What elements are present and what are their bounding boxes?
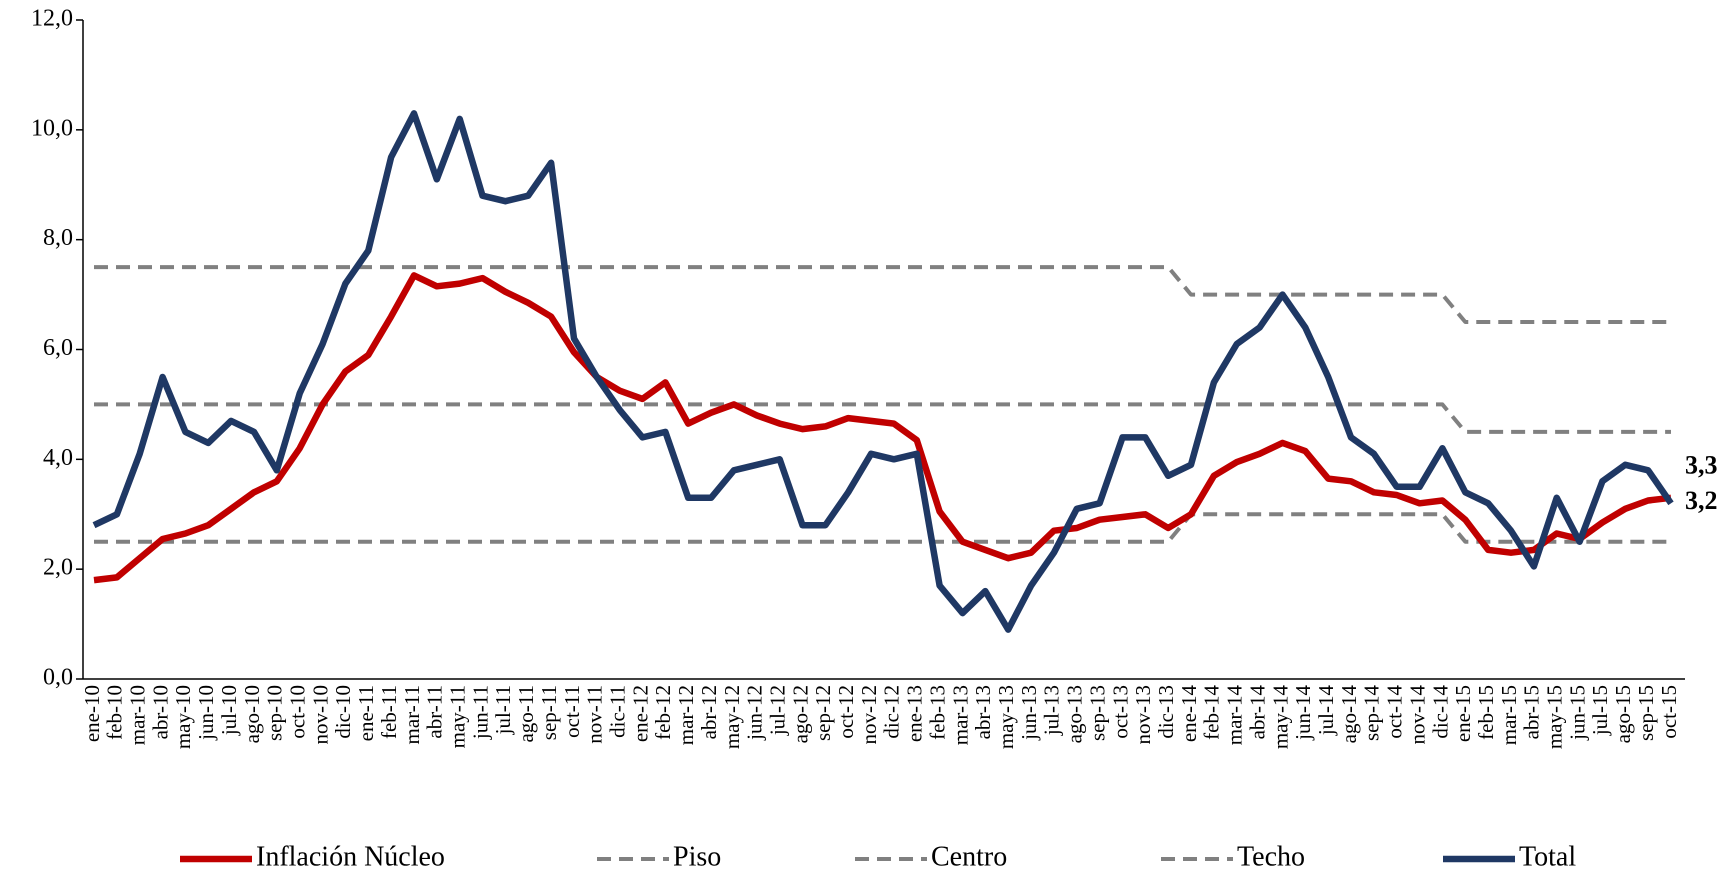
x-tick-label: feb-13: [925, 685, 949, 740]
x-tick-label: ene-10: [80, 685, 104, 742]
x-tick-label: dic-12: [880, 685, 904, 739]
x-tick-label: abr-11: [423, 685, 447, 739]
x-tick-label: nov-11: [583, 685, 607, 744]
x-tick-label: abr-10: [148, 685, 172, 739]
data-label: 3,3: [1685, 451, 1718, 480]
x-tick-label: abr-12: [697, 685, 721, 739]
x-tick-label: may-12: [720, 685, 744, 749]
dashed-line: [94, 512, 1671, 544]
x-tick-label: nov-13: [1131, 685, 1155, 745]
x-tick-label: feb-15: [1474, 685, 1498, 740]
x-tick-label: may-10: [171, 685, 195, 749]
legend-label: Piso: [673, 841, 721, 872]
x-tick-label: feb-14: [1200, 685, 1224, 740]
dashed-line: [94, 265, 1671, 324]
x-tick-label: mar-11: [400, 685, 424, 744]
x-tick-label: ago-15: [1611, 685, 1635, 743]
x-tick-label: jun-13: [1017, 685, 1041, 741]
series-line: [92, 110, 1674, 633]
x-tick-label: jun-14: [1291, 685, 1315, 741]
x-tick-label: jun-12: [743, 685, 767, 741]
x-tick-label: jul-14: [1314, 685, 1338, 737]
x-tick-label: abr-15: [1520, 685, 1544, 739]
x-tick-label: oct-14: [1383, 685, 1407, 739]
y-tick-label: 12,0: [31, 6, 73, 32]
x-tick-label: oct-10: [286, 685, 310, 739]
x-tick-label: may-11: [445, 685, 469, 748]
legend-label: Techo: [1237, 841, 1305, 872]
x-tick-label: ene-13: [903, 685, 927, 742]
x-tick-label: feb-10: [103, 685, 127, 740]
legend-label: Inflación Núcleo: [256, 841, 445, 872]
x-tick-label: mar-10: [126, 685, 150, 745]
x-tick-label: nov-12: [857, 685, 881, 745]
x-tick-label: oct-12: [834, 685, 858, 739]
x-tick-label: ago-10: [240, 685, 264, 743]
x-tick-label: sep-10: [263, 685, 287, 741]
x-tick-label: jun-10: [194, 685, 218, 741]
x-tick-label: jul-13: [1040, 685, 1064, 736]
y-tick-label: 4,0: [43, 445, 73, 471]
x-tick-label: ago-12: [788, 685, 812, 743]
x-tick-label: dic-13: [1154, 685, 1178, 739]
x-tick-label: jul-10: [217, 685, 241, 736]
x-tick-label: dic-11: [605, 685, 629, 738]
x-tick-label: ene-15: [1451, 685, 1475, 742]
x-tick-label: ene-12: [628, 685, 652, 742]
data-label: 3,2: [1685, 486, 1718, 515]
x-tick-label: nov-10: [308, 685, 332, 745]
x-tick-label: jul-15: [1588, 685, 1612, 736]
x-tick-label: sep-13: [1085, 685, 1109, 741]
dashed-line: [94, 402, 1671, 434]
x-tick-label: nov-14: [1405, 685, 1429, 745]
x-tick-label: jul-12: [765, 685, 789, 736]
x-tick-label: may-15: [1543, 685, 1567, 749]
x-tick-label: oct-15: [1657, 685, 1681, 739]
x-tick-label: dic-10: [331, 685, 355, 739]
x-tick-label: mar-13: [948, 685, 972, 745]
x-tick-label: ene-14: [1177, 685, 1201, 743]
x-tick-label: oct-13: [1108, 685, 1132, 739]
x-tick-label: sep-14: [1360, 685, 1384, 741]
x-tick-label: feb-11: [377, 685, 401, 739]
x-tick-label: sep-12: [811, 685, 835, 741]
x-tick-label: jul-11: [491, 685, 515, 735]
x-tick-label: sep-15: [1634, 685, 1658, 741]
x-tick-label: ago-11: [514, 685, 538, 743]
x-tick-label: may-14: [1268, 685, 1292, 750]
x-tick-label: oct-11: [560, 685, 584, 738]
x-tick-label: mar-15: [1497, 685, 1521, 745]
y-tick-label: 2,0: [43, 555, 73, 581]
series-line: [93, 272, 1672, 584]
x-tick-label: abr-14: [1245, 685, 1269, 740]
x-tick-label: ago-14: [1337, 685, 1361, 744]
legend-label: Centro: [931, 841, 1007, 872]
x-tick-label: jun-11: [468, 685, 492, 740]
y-tick-label: 6,0: [43, 335, 73, 361]
y-tick-label: 0,0: [43, 665, 73, 691]
y-tick-label: 8,0: [43, 225, 73, 251]
x-tick-label: ene-11: [354, 685, 378, 741]
x-tick-label: feb-12: [651, 685, 675, 740]
x-tick-label: dic-14: [1428, 685, 1452, 739]
x-tick-label: jun-15: [1565, 685, 1589, 741]
x-tick-label: sep-11: [537, 685, 561, 740]
y-tick-label: 10,0: [31, 115, 73, 141]
x-tick-label: abr-13: [971, 685, 995, 739]
legend-label: Total: [1519, 841, 1576, 872]
x-tick-label: may-13: [994, 685, 1018, 749]
x-tick-label: mar-12: [674, 685, 698, 745]
x-tick-label: ago-13: [1063, 685, 1087, 743]
x-tick-label: mar-14: [1223, 685, 1247, 746]
